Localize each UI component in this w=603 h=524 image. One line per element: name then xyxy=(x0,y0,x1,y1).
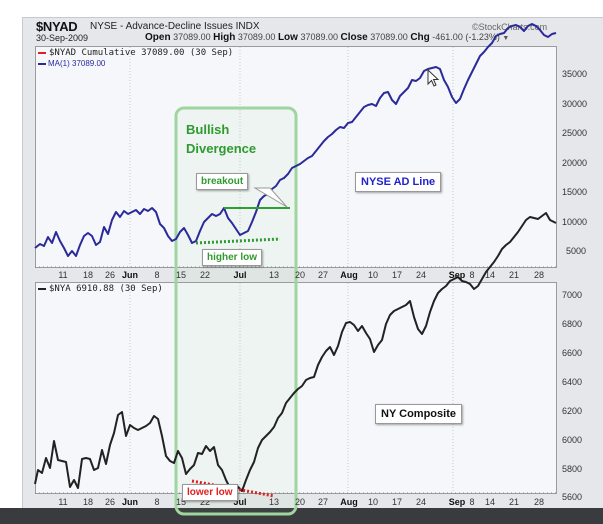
xtick: 20 xyxy=(294,270,306,280)
xtick: 11 xyxy=(58,270,68,280)
xtick: 8 xyxy=(469,270,475,280)
bottom-legend-1-text: $NYA 6910.88 (30 Sep) xyxy=(49,284,163,294)
open-label: Open xyxy=(145,32,171,43)
divergence-title-line2: Divergence xyxy=(186,141,257,156)
bottom-legend-1: $NYA 6910.88 (30 Sep) xyxy=(38,284,163,294)
lower-low-callout: lower low xyxy=(182,484,238,501)
chg-value: -461.00 (-1.23%) xyxy=(432,32,500,42)
xtick: 18 xyxy=(82,497,94,507)
nyse-ad-line-label: NYSE AD Line xyxy=(355,172,442,192)
xtick: 11 xyxy=(58,497,68,507)
xtick: 10 xyxy=(367,270,379,280)
xtick: 13 xyxy=(268,497,280,507)
mouse-cursor-icon xyxy=(427,69,440,87)
xtick: 15 xyxy=(175,270,187,280)
nya-series xyxy=(34,212,557,493)
symbol-name: NYSE - Advance-Decline Issues INDX xyxy=(90,21,260,32)
xtick: 28 xyxy=(533,270,545,280)
xtick-month: Jul xyxy=(233,497,247,507)
divergence-title: Bullish Divergence xyxy=(186,120,256,158)
ytick-bottom: 6000 xyxy=(562,435,583,445)
ytick-top: 35000 xyxy=(562,69,588,79)
high-label: High xyxy=(213,32,236,43)
ytick-bottom: 6800 xyxy=(562,319,583,329)
xtick: 26 xyxy=(104,497,116,507)
low-label: Low xyxy=(277,32,298,43)
xtick-month: Jun xyxy=(121,497,139,507)
xtick: 14 xyxy=(484,497,496,507)
ytick-bottom: 6600 xyxy=(562,348,583,358)
ytick-bottom: 7000 xyxy=(562,290,583,300)
xtick-month: Aug xyxy=(340,497,358,507)
ytick-top: 5000 xyxy=(566,246,587,256)
close-value: 37089.00 xyxy=(370,32,408,42)
top-legend-2: MA(1) 37089.00 xyxy=(38,59,105,68)
ad-line-series xyxy=(34,23,557,257)
ny-composite-label: NY Composite xyxy=(375,404,462,424)
xtick: 22 xyxy=(199,270,211,280)
xtick: 24 xyxy=(415,497,427,507)
xtick: 17 xyxy=(391,270,403,280)
high-value: 37089.00 xyxy=(237,32,276,42)
top-legend-1: $NYAD Cumulative 37089.00 (30 Sep) xyxy=(38,48,233,58)
xtick: 20 xyxy=(294,497,306,507)
xtick: 28 xyxy=(533,497,545,507)
xtick: 21 xyxy=(508,497,520,507)
ytick-bottom: 5600 xyxy=(562,492,583,502)
legend-swatch-black xyxy=(38,287,46,290)
ytick-top: 30000 xyxy=(562,99,588,109)
higher-low-callout: higher low xyxy=(202,249,262,266)
ytick-bottom: 5800 xyxy=(562,464,583,474)
close-label: Close xyxy=(340,32,368,43)
xtick-month: Jul xyxy=(233,270,247,280)
top-legend-2-text: MA(1) 37089.00 xyxy=(48,59,106,68)
xtick: 21 xyxy=(508,270,520,280)
xtick-month: Aug xyxy=(340,270,358,280)
xtick: 8 xyxy=(154,270,160,280)
chevron-down-icon[interactable]: ▼ xyxy=(502,35,510,42)
low-value: 37089.00 xyxy=(300,32,338,42)
divergence-title-line1: Bullish xyxy=(186,122,230,137)
xtick: 27 xyxy=(317,497,329,507)
legend-swatch-red xyxy=(38,51,46,54)
ytick-bottom: 6400 xyxy=(562,377,583,387)
xtick: 15 xyxy=(175,497,187,507)
xtick: 17 xyxy=(391,497,403,507)
xtick-month: Jun xyxy=(121,270,139,280)
ytick-bottom: 6200 xyxy=(562,406,583,416)
xtick: 18 xyxy=(82,270,94,280)
ytick-top: 10000 xyxy=(562,217,588,227)
bottom-bar xyxy=(0,508,603,524)
top-legend-1-text: $NYAD Cumulative 37089.00 (30 Sep) xyxy=(49,48,234,58)
xtick: 14 xyxy=(484,270,496,280)
xtick: 26 xyxy=(104,270,116,280)
open-value: 37089.00 xyxy=(173,32,211,42)
xtick: 13 xyxy=(268,270,280,280)
legend-swatch-blue xyxy=(38,62,46,65)
xtick-month: Sep xyxy=(448,497,466,507)
breakout-callout: breakout xyxy=(196,173,249,190)
ohlc-summary: Open 37089.00 High 37089.00 Low 37089.00… xyxy=(145,32,509,43)
ytick-top: 25000 xyxy=(562,128,588,138)
xtick: 10 xyxy=(367,497,379,507)
divergence-region xyxy=(174,106,298,516)
chart-date: 30-Sep-2009 xyxy=(36,33,89,43)
xtick: 8 xyxy=(154,497,160,507)
xtick: 8 xyxy=(469,497,475,507)
ytick-top: 20000 xyxy=(562,158,588,168)
xtick-month: Sep xyxy=(448,270,466,280)
xtick: 22 xyxy=(199,497,211,507)
xtick: 27 xyxy=(317,270,329,280)
ytick-top: 15000 xyxy=(562,187,588,197)
chg-label: Chg xyxy=(410,32,430,43)
symbol: $NYAD xyxy=(36,19,78,34)
xtick: 24 xyxy=(415,270,427,280)
